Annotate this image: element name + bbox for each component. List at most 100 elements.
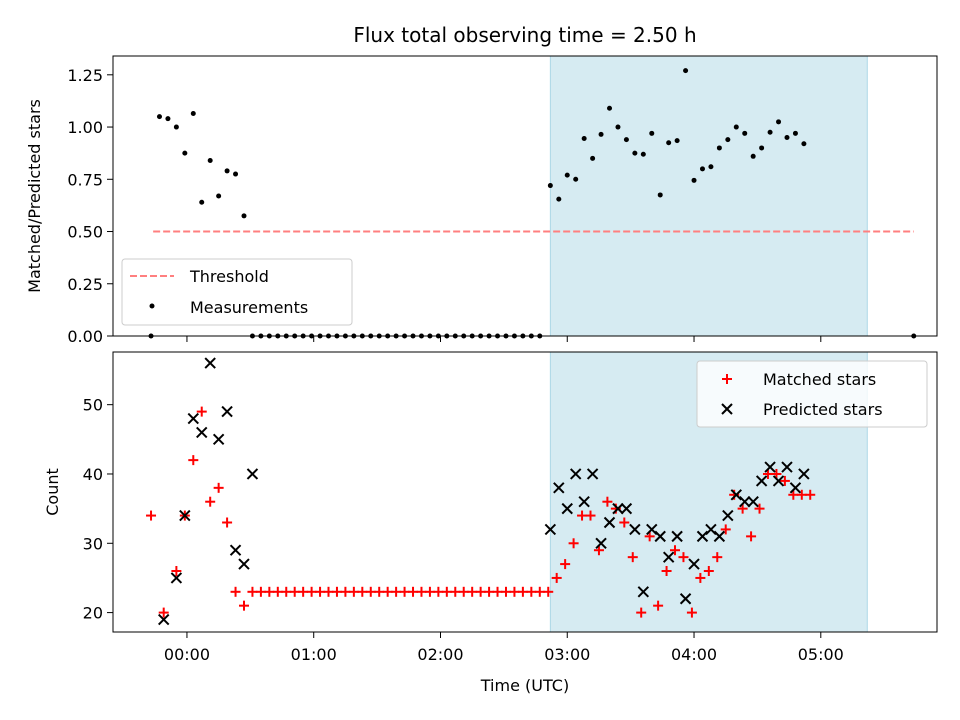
matched-star-point xyxy=(746,531,757,542)
measurement-point xyxy=(632,150,638,156)
predicted-star-point xyxy=(671,530,683,543)
matched-star-point xyxy=(636,607,647,618)
predicted-star-point xyxy=(739,495,751,508)
legend-matched-swatch xyxy=(722,374,732,384)
measurement-point xyxy=(224,168,230,174)
matched-star-point xyxy=(779,475,790,486)
predicted-star-point xyxy=(747,495,759,508)
measurement-point xyxy=(708,164,714,170)
predicted-star-point xyxy=(755,475,768,487)
matched-star-point xyxy=(560,559,571,570)
x-tick-label: 01:00 xyxy=(291,645,337,664)
y-tick-label: 0.50 xyxy=(67,223,103,242)
x-tick-label: 04:00 xyxy=(671,645,717,664)
measurement-point xyxy=(725,137,731,143)
measurement-point xyxy=(759,145,765,151)
matched-star-point xyxy=(391,586,402,597)
predicted-star-point xyxy=(586,468,599,480)
matched-star-point xyxy=(805,489,816,500)
predicted-star-point xyxy=(229,544,242,556)
y-tick-label: 1.25 xyxy=(67,66,103,85)
predicted-star-point xyxy=(187,412,199,425)
measurement-point xyxy=(564,172,570,178)
predicted-star-point xyxy=(646,523,658,536)
matched-star-point xyxy=(492,586,503,597)
measurement-point xyxy=(556,196,562,202)
measurement-point xyxy=(767,129,773,135)
count-legend: Matched stars Predicted stars xyxy=(696,360,928,428)
predicted-star-point xyxy=(722,509,734,522)
ratio-legend-box xyxy=(121,258,353,326)
matched-star-point xyxy=(737,503,748,514)
predicted-star-point xyxy=(204,357,216,369)
matched-star-point xyxy=(408,586,419,597)
y-tick-label: 20 xyxy=(83,604,103,623)
matched-star-point xyxy=(593,545,604,556)
predicted-star-point xyxy=(637,586,650,598)
matched-star-point xyxy=(331,586,342,597)
matched-star-point xyxy=(255,586,266,597)
matched-star-point xyxy=(399,586,410,597)
measurement-point xyxy=(216,193,222,199)
measurement-point xyxy=(547,183,553,189)
matched-star-point xyxy=(484,586,495,597)
measurement-point xyxy=(649,130,655,136)
matched-star-point xyxy=(450,586,461,597)
matched-star-point xyxy=(534,586,545,597)
matched-star-point xyxy=(500,586,511,597)
measurement-point xyxy=(674,138,680,144)
matched-star-point xyxy=(323,586,334,597)
legend-matched-marker xyxy=(722,374,732,384)
matched-star-point xyxy=(543,586,554,597)
matched-star-point xyxy=(712,552,723,563)
predicted-star-point xyxy=(620,502,633,515)
predicted-star-point xyxy=(553,482,565,494)
matched-star-point xyxy=(475,586,486,597)
measurement-point xyxy=(784,134,790,140)
matched-star-point xyxy=(264,586,275,597)
count-legend-box xyxy=(696,360,928,428)
legend-measurements-label: Measurements xyxy=(190,298,308,317)
matched-star-point xyxy=(695,572,706,583)
matched-star-point xyxy=(357,586,368,597)
predicted-star-point xyxy=(781,461,793,473)
matched-star-point xyxy=(703,566,714,577)
predicted-star-point xyxy=(696,530,709,543)
predicted-star-point xyxy=(561,502,573,515)
predicted-star-point xyxy=(629,523,641,536)
matched-star-point xyxy=(340,586,351,597)
predicted-star-point xyxy=(179,509,191,522)
measurement-point xyxy=(207,157,213,163)
predicted-star-point xyxy=(578,495,590,508)
predicted-star-point xyxy=(688,558,700,570)
legend-predicted-swatch xyxy=(721,403,733,415)
predicted-star-point xyxy=(570,468,582,480)
matched-star-point xyxy=(627,552,638,563)
matched-star-point xyxy=(433,586,444,597)
y-tick-label: 30 xyxy=(83,534,103,553)
measurement-point xyxy=(801,141,807,147)
observing-window-shade xyxy=(549,55,868,337)
matched-star-point xyxy=(526,586,537,597)
predicted-star-point xyxy=(595,537,607,549)
measurement-point xyxy=(615,124,621,130)
measurement-point xyxy=(573,176,579,182)
predicted-star-point xyxy=(544,523,557,536)
matched-star-point xyxy=(644,531,655,542)
measurement-point xyxy=(623,137,629,143)
measurement-point xyxy=(716,145,722,151)
measurement-point xyxy=(173,124,179,130)
matched-star-point xyxy=(289,586,300,597)
legend-measurements-swatch xyxy=(149,303,155,309)
matched-star-point xyxy=(146,510,157,521)
predicted-star-point xyxy=(798,468,810,480)
measurement-point xyxy=(233,171,239,177)
predicted-star-point xyxy=(713,530,726,543)
measurement-point xyxy=(657,192,663,198)
measurement-point xyxy=(581,136,587,142)
y-tick-label: 0.25 xyxy=(67,275,103,294)
measurement-point xyxy=(742,130,748,136)
ratio-y-axis-label: Matched/Predicted stars xyxy=(25,99,44,293)
measurement-point xyxy=(699,166,705,172)
